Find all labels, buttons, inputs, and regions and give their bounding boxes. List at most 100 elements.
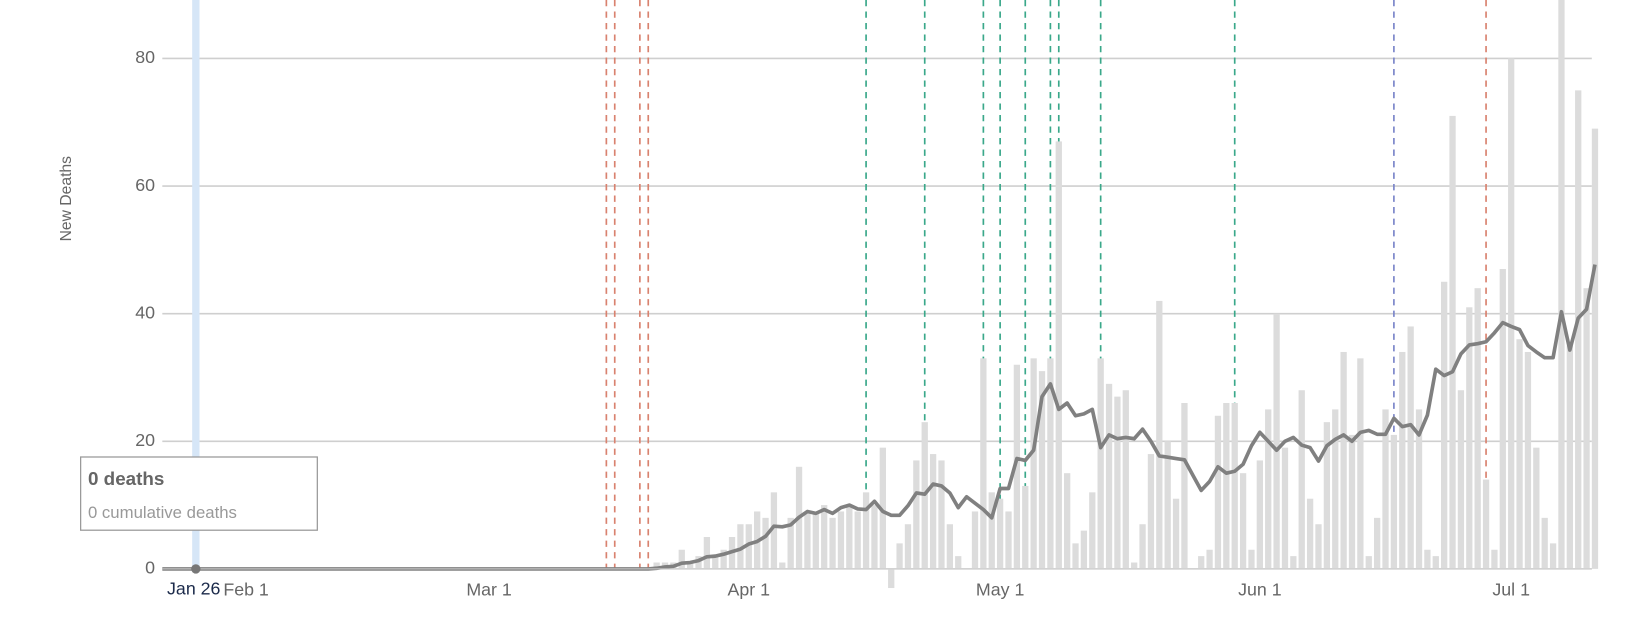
- bar: [1348, 434, 1356, 569]
- bar: [1474, 288, 1481, 569]
- hover-date: Jan 26: [167, 579, 221, 599]
- bar: [1273, 313, 1280, 569]
- y-tick-label: 60: [135, 175, 155, 195]
- bar: [913, 460, 920, 569]
- bar: [1583, 288, 1590, 569]
- hover-band: [192, 0, 200, 569]
- bar: [1281, 447, 1289, 569]
- bar: [879, 447, 886, 569]
- bar: [955, 556, 962, 569]
- bar: [1365, 556, 1372, 569]
- labels: 0 20 40 60 80 Feb 1 Mar 1 Apr 1 May 1 Jun 1 Jul 1 J…: [80, 47, 1592, 602]
- bar: [871, 505, 878, 569]
- bar: [1441, 281, 1448, 569]
- bar: [1256, 460, 1263, 569]
- y-tick-label: 20: [135, 430, 155, 450]
- bar: [1323, 422, 1331, 569]
- bar: [1181, 403, 1188, 569]
- bar: [821, 505, 828, 569]
- y-tick-label: 40: [135, 302, 155, 322]
- bar: [1214, 415, 1222, 569]
- y-tick-label: 80: [135, 47, 155, 67]
- x-tick-label: May 1: [976, 580, 1025, 600]
- bar: [1089, 492, 1096, 569]
- bar: [1131, 562, 1138, 569]
- bar: [1055, 141, 1062, 569]
- x-tick-label: Jul 1: [1492, 580, 1530, 600]
- bar: [1097, 358, 1104, 569]
- bar: [1373, 517, 1381, 569]
- bar: [1022, 485, 1029, 569]
- bar: [1047, 358, 1054, 569]
- bar: [938, 460, 945, 569]
- tooltip-box: [80, 456, 318, 531]
- bar: [929, 454, 937, 569]
- bar: [1499, 269, 1506, 569]
- bar: [720, 549, 727, 569]
- bar: [1198, 556, 1205, 569]
- bar: [854, 511, 861, 569]
- bar: [896, 543, 903, 569]
- bar: [862, 492, 870, 569]
- bar: [745, 524, 752, 569]
- y-tick-label: 0: [145, 558, 155, 578]
- bar: [1549, 543, 1557, 569]
- bar: [1080, 530, 1088, 569]
- x-tick-label: Jun 1: [1238, 580, 1282, 600]
- bar: [1407, 326, 1414, 569]
- bar: [712, 556, 719, 569]
- bar: [770, 492, 778, 569]
- bar: [1424, 549, 1431, 569]
- bar: [1265, 409, 1272, 569]
- bar: [1064, 473, 1071, 569]
- bar: [1038, 371, 1046, 569]
- bar: [678, 549, 685, 569]
- bar: [1357, 358, 1364, 569]
- bar: [1239, 473, 1247, 569]
- bar: [1508, 58, 1515, 569]
- bar: [1533, 447, 1540, 569]
- bar: [1164, 441, 1171, 569]
- bar: [686, 562, 694, 569]
- bar: [1306, 498, 1314, 569]
- bar: [1315, 524, 1322, 569]
- y-axis-label: New Deaths: [58, 156, 75, 242]
- bar: [1340, 351, 1347, 569]
- bar: [1415, 409, 1423, 569]
- bar: [1248, 549, 1255, 569]
- bar: [1516, 339, 1523, 569]
- bar: [1172, 498, 1180, 569]
- bar: [1382, 409, 1389, 569]
- bar: [1030, 358, 1037, 569]
- bar: [1558, 0, 1565, 569]
- bar: [1139, 524, 1146, 569]
- x-tick-label: Feb 1: [223, 580, 269, 600]
- bar: [1231, 403, 1238, 569]
- bar: [1399, 351, 1406, 569]
- bar: [812, 511, 819, 569]
- bar: [1524, 351, 1532, 569]
- bar: [1575, 90, 1582, 569]
- bar: [1223, 403, 1230, 569]
- bar: [1122, 390, 1129, 569]
- bar: [1432, 556, 1439, 569]
- bar: [971, 511, 979, 569]
- bar: [1290, 556, 1297, 569]
- bar: [996, 498, 1004, 569]
- bar: [1105, 383, 1113, 569]
- bar: [762, 517, 769, 569]
- bar: [1482, 479, 1490, 569]
- bar: [1591, 128, 1599, 569]
- bar: [1206, 549, 1213, 569]
- bar: [1114, 396, 1121, 569]
- bar: [980, 358, 987, 569]
- hover-label-bg: [163, 578, 225, 602]
- bar: [653, 562, 660, 569]
- bar: [787, 517, 794, 569]
- tooltip-detail: 0 cumulative deaths: [88, 503, 237, 522]
- bar: [904, 524, 912, 569]
- bar: [1013, 364, 1021, 569]
- bar: [846, 505, 853, 569]
- bar: [695, 556, 702, 569]
- bar: [804, 511, 811, 569]
